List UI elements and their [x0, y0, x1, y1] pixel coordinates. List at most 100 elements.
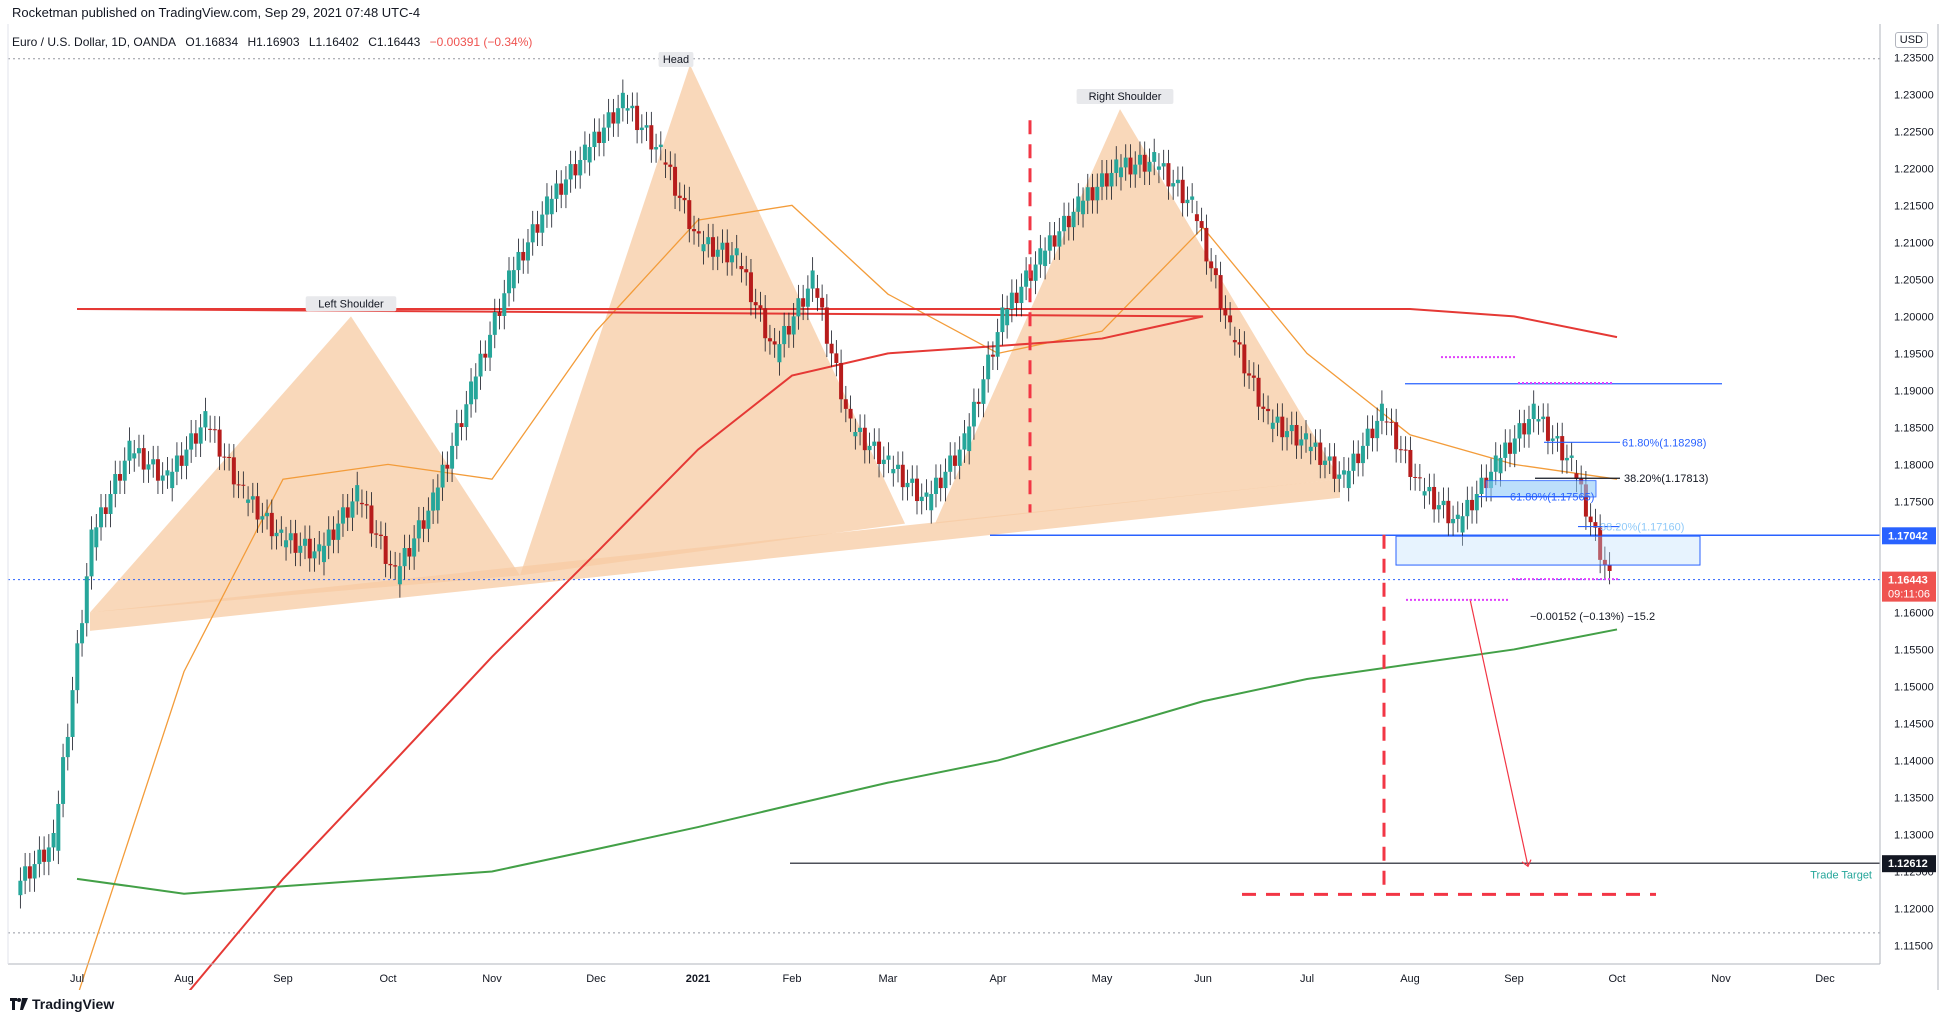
candle-body	[1337, 474, 1342, 479]
candle-body	[801, 298, 806, 307]
candle-body	[862, 427, 867, 451]
time-tick-label: Sep	[273, 973, 293, 985]
price-tick-label: 1.13000	[1894, 829, 1934, 841]
candle-body	[1085, 187, 1090, 201]
time-tick-label: Aug	[174, 973, 194, 985]
candle-body	[1009, 292, 1014, 309]
candle-body	[1047, 235, 1052, 251]
candle-body	[1408, 449, 1413, 477]
candle-body	[986, 354, 991, 380]
candle-body	[1569, 455, 1574, 458]
time-tick-label: Feb	[783, 973, 802, 985]
candle-body	[649, 125, 654, 150]
candle-body	[1441, 500, 1446, 506]
candle-body	[1465, 499, 1470, 517]
candle-body	[27, 866, 32, 879]
candle-body	[810, 270, 815, 289]
price-tick-label: 1.15000	[1894, 681, 1934, 693]
candle-body	[321, 545, 326, 563]
candle-body	[616, 108, 621, 124]
candle-body	[654, 147, 659, 150]
candle-body	[231, 457, 236, 485]
candle-body	[303, 538, 308, 546]
candle-body	[99, 507, 104, 528]
candle-body	[511, 270, 516, 289]
candle-body	[1446, 500, 1451, 524]
candle-body	[858, 427, 863, 433]
candle-body	[146, 464, 151, 470]
candle-body	[1470, 499, 1475, 511]
candle-body	[663, 162, 668, 165]
candle-body	[1071, 211, 1076, 228]
candle-body	[782, 325, 787, 345]
candle-body	[1213, 268, 1218, 276]
last-price-price-label: 1.16443	[1888, 575, 1928, 587]
neckline-price-label: 1.17042	[1888, 530, 1928, 542]
high-value: H1.16903	[247, 35, 300, 49]
candle-body	[786, 325, 791, 335]
candle-body	[293, 533, 298, 553]
candle-body	[359, 502, 364, 505]
candle-body	[820, 297, 825, 308]
candle-body	[943, 471, 948, 489]
projection-arrow	[1469, 598, 1529, 867]
pattern-layer	[90, 64, 1340, 631]
candle-body	[1403, 449, 1408, 451]
candle-body	[1289, 424, 1294, 432]
price-tick-label: 1.14500	[1894, 718, 1934, 730]
pattern-label-text: Head	[663, 54, 689, 66]
candle-body	[222, 456, 227, 458]
candle-body	[1360, 445, 1365, 464]
candle-body	[203, 411, 208, 428]
candle-body	[1389, 421, 1394, 423]
candle-body	[839, 362, 844, 400]
candle-body	[450, 445, 455, 469]
head-shape	[520, 64, 905, 576]
low-value: L1.16402	[308, 35, 359, 49]
candle-body	[1218, 275, 1223, 309]
candle-body	[1133, 164, 1138, 175]
price-tick-label: 1.19500	[1894, 348, 1934, 360]
pattern-label-1: Head	[658, 52, 694, 68]
candle-body	[777, 344, 782, 363]
candle-body	[1275, 416, 1280, 423]
currency-button[interactable]: USD	[1894, 32, 1928, 48]
last-price-price-tag	[1882, 571, 1936, 602]
candle-body	[910, 478, 915, 483]
candle-body	[582, 144, 587, 161]
candle-body	[1118, 167, 1123, 178]
candle-body	[1375, 420, 1380, 439]
time-tick-label: Aug	[1400, 973, 1420, 985]
price-tick-label: 1.23500	[1894, 52, 1934, 64]
candle-body	[269, 512, 274, 537]
candle-body	[1076, 196, 1081, 212]
candle-body	[80, 623, 85, 644]
candle-body	[469, 381, 474, 405]
measure-label: −0.00152 (−0.13%) −15.2	[1530, 611, 1655, 623]
publish-info: Rocketman published on TradingView.com, …	[12, 5, 421, 20]
candle-body	[606, 112, 611, 128]
candle-body	[136, 448, 141, 454]
candle-body	[715, 249, 720, 257]
candle-body	[1541, 416, 1546, 420]
candle-body	[1427, 486, 1432, 492]
candle-body	[1322, 460, 1327, 465]
candle-body	[459, 423, 464, 428]
price-chart[interactable]: Left Shoulder Head Right Shoulder 61.80%(1.…	[0, 0, 1952, 990]
time-tick-label: Dec	[1815, 973, 1835, 985]
candle-body	[734, 248, 739, 256]
candle-body	[1175, 179, 1180, 184]
publish-bar: Rocketman published on TradingView.com, …	[0, 0, 1952, 24]
candle-body	[1194, 214, 1199, 222]
candle-body	[763, 308, 768, 339]
annotations: Left Shoulder Head Right Shoulder 61.80%(1.…	[305, 52, 1872, 896]
candle-body	[1109, 172, 1114, 187]
price-tick-label: 1.12000	[1894, 903, 1934, 915]
candle-body	[1607, 565, 1612, 571]
candle-body	[711, 237, 716, 257]
candle-body	[1531, 403, 1536, 420]
brand-name[interactable]: TradingView	[32, 996, 115, 1012]
candle-body	[1398, 449, 1403, 451]
candle-body	[179, 455, 184, 466]
symbol-name[interactable]: Euro / U.S. Dollar, 1D, OANDA	[12, 35, 177, 49]
